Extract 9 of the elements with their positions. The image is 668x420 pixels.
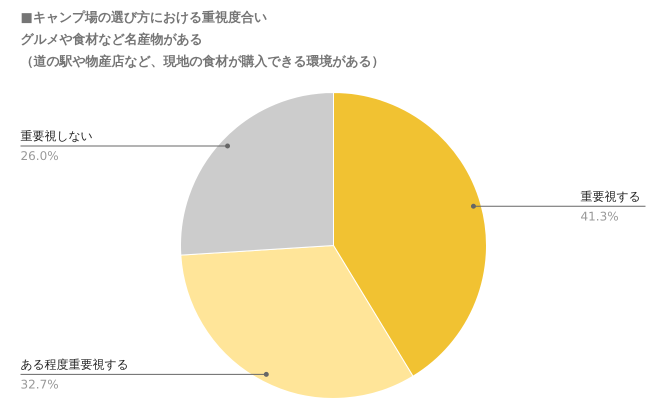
data-label: 32.7%: [20, 377, 59, 392]
slice-label: 重要視する: [580, 189, 640, 204]
chart-title: ■キャンプ場の選び方における重視度合い: [20, 10, 267, 26]
chart-subtitle: グルメや食材など名産物がある: [20, 32, 202, 48]
data-label: 26.0%: [20, 149, 59, 163]
data-label: 41.3%: [580, 209, 619, 224]
slice-label: 重要視しない: [20, 129, 92, 143]
slice-label: ある程度重要視する: [20, 357, 128, 372]
text: （道の駅や物産店など、現地の食材が購入できる環境がある）: [20, 54, 384, 70]
